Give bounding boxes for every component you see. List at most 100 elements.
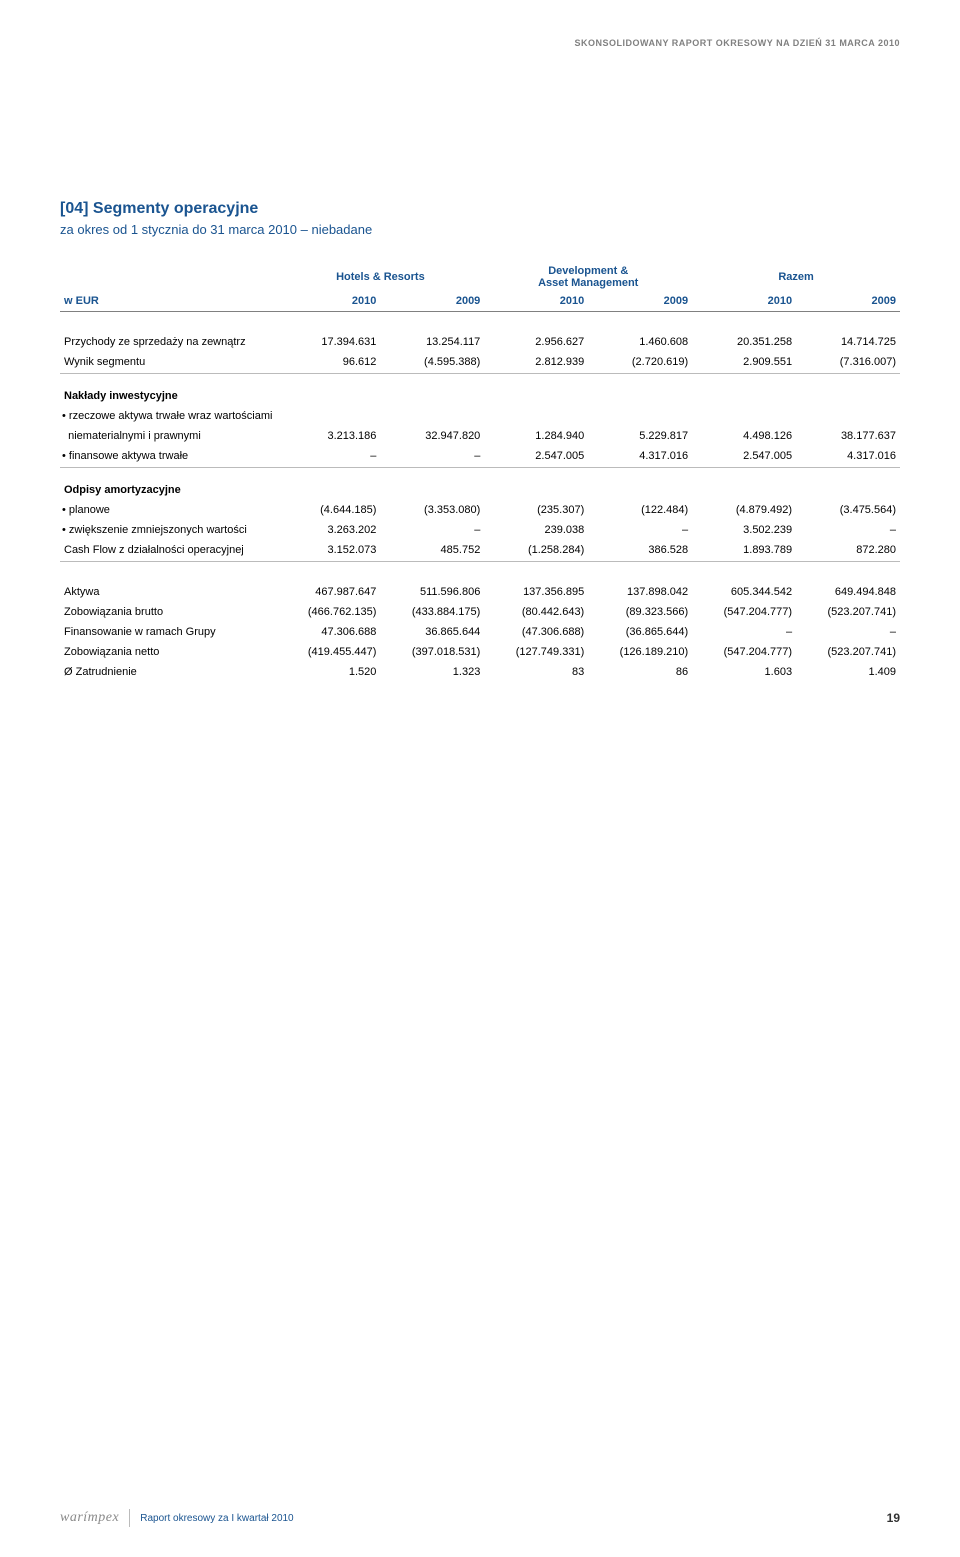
cell: 4.317.016 <box>588 446 692 468</box>
section-title: Segmenty operacyjne <box>93 200 258 217</box>
cell: 239.038 <box>484 520 588 540</box>
year-col: 2009 <box>588 291 692 312</box>
cell: 20.351.258 <box>692 332 796 352</box>
cell: – <box>796 622 900 642</box>
cell: 2.909.551 <box>692 352 796 374</box>
cell: 2.547.005 <box>692 446 796 468</box>
section-label: Nakłady inwestycyjne <box>60 374 900 407</box>
section-label: Odpisy amortyzacyjne <box>60 468 900 501</box>
cell: 3.152.073 <box>276 540 380 562</box>
cell: (80.442.643) <box>484 602 588 622</box>
cell: (523.207.741) <box>796 602 900 622</box>
cell: (4.879.492) <box>692 500 796 520</box>
cell: (4.644.185) <box>276 500 380 520</box>
cell: 3.263.202 <box>276 520 380 540</box>
cell: (47.306.688) <box>484 622 588 642</box>
cell: 5.229.817 <box>588 426 692 446</box>
cell: 1.603 <box>692 662 796 682</box>
cell: 2.812.939 <box>484 352 588 374</box>
row-label: Cash Flow z działalności operacyjnej <box>60 540 276 562</box>
cell: (547.204.777) <box>692 602 796 622</box>
cell: (3.353.080) <box>380 500 484 520</box>
year-col: 2010 <box>692 291 796 312</box>
cell: 83 <box>484 662 588 682</box>
row-label: Ø Zatrudnienie <box>60 662 276 682</box>
cell: – <box>796 520 900 540</box>
table-row: • zwiększenie zmniejszonych wartości 3.2… <box>60 520 900 540</box>
cell: (523.207.741) <box>796 642 900 662</box>
cell: – <box>588 520 692 540</box>
table-section: Odpisy amortyzacyjne <box>60 468 900 501</box>
table-row: Ø Zatrudnienie 1.520 1.323 83 86 1.603 1… <box>60 662 900 682</box>
group-header-row: Hotels & Resorts Development & Asset Man… <box>60 261 900 291</box>
row-label: Zobowiązania brutto <box>60 602 276 622</box>
row-label: • finansowe aktywa trwałe <box>60 446 276 468</box>
group-header: Hotels & Resorts <box>276 261 484 291</box>
table-row: • rzeczowe aktywa trwałe wraz wartościam… <box>60 406 900 426</box>
cell: 1.893.789 <box>692 540 796 562</box>
year-col: 2010 <box>276 291 380 312</box>
section-heading: [04] Segmenty operacyjne <box>60 200 900 218</box>
cell: 1.520 <box>276 662 380 682</box>
page-footer: warímpex Raport okresowy za I kwartał 20… <box>60 1509 900 1527</box>
cell: 3.213.186 <box>276 426 380 446</box>
table-row: niematerialnymi i prawnymi 3.213.186 32.… <box>60 426 900 446</box>
cell: 14.714.725 <box>796 332 900 352</box>
cell: 4.498.126 <box>692 426 796 446</box>
cell: (36.865.644) <box>588 622 692 642</box>
group-header: Development & Asset Management <box>484 261 692 291</box>
cell: 872.280 <box>796 540 900 562</box>
row-label: • rzeczowe aktywa trwałe wraz wartościam… <box>60 406 276 426</box>
cell: (466.762.135) <box>276 602 380 622</box>
row-label: Wynik segmentu <box>60 352 276 374</box>
table-row: • planowe (4.644.185) (3.353.080) (235.3… <box>60 500 900 520</box>
cell: 511.596.806 <box>380 582 484 602</box>
year-col: 2009 <box>796 291 900 312</box>
cell: (89.323.566) <box>588 602 692 622</box>
cell: 4.317.016 <box>796 446 900 468</box>
cell: (2.720.619) <box>588 352 692 374</box>
cell: 1.409 <box>796 662 900 682</box>
row-label: • zwiększenie zmniejszonych wartości <box>60 520 276 540</box>
cell: 3.502.239 <box>692 520 796 540</box>
cell: (7.316.007) <box>796 352 900 374</box>
cell: 467.987.647 <box>276 582 380 602</box>
cell: 32.947.820 <box>380 426 484 446</box>
table-row: Zobowiązania brutto (466.762.135) (433.8… <box>60 602 900 622</box>
page-number: 19 <box>887 1511 900 1525</box>
table-row: Wynik segmentu 96.612 (4.595.388) 2.812.… <box>60 352 900 374</box>
cell: 96.612 <box>276 352 380 374</box>
cell: 605.344.542 <box>692 582 796 602</box>
section-subtitle: za okres od 1 stycznia do 31 marca 2010 … <box>60 222 900 237</box>
cell: (126.189.210) <box>588 642 692 662</box>
cell: (127.749.331) <box>484 642 588 662</box>
cell: (397.018.531) <box>380 642 484 662</box>
table-row: Przychody ze sprzedaży na zewnątrz 17.39… <box>60 332 900 352</box>
cell: – <box>276 446 380 468</box>
cell: 1.323 <box>380 662 484 682</box>
year-header-row: w EUR 2010 2009 2010 2009 2010 2009 <box>60 291 900 312</box>
brand-logo: warímpex <box>60 1510 119 1526</box>
section-code: [04] <box>60 200 88 217</box>
cell: – <box>380 520 484 540</box>
table-row: • finansowe aktywa trwałe – – 2.547.005 … <box>60 446 900 468</box>
cell: (4.595.388) <box>380 352 484 374</box>
footer-separator <box>129 1509 130 1527</box>
table-section: Nakłady inwestycyjne <box>60 374 900 407</box>
page-header: SKONSOLIDOWANY RAPORT OKRESOWY NA DZIEŃ … <box>574 38 900 48</box>
row-label: Zobowiązania netto <box>60 642 276 662</box>
footer-left: warímpex Raport okresowy za I kwartał 20… <box>60 1509 294 1527</box>
cell: (122.484) <box>588 500 692 520</box>
cell: 649.494.848 <box>796 582 900 602</box>
cell: 38.177.637 <box>796 426 900 446</box>
footer-doc-title: Raport okresowy za I kwartał 2010 <box>140 1513 293 1524</box>
table-row: Aktywa 467.987.647 511.596.806 137.356.8… <box>60 582 900 602</box>
cell: (433.884.175) <box>380 602 484 622</box>
cell: (419.455.447) <box>276 642 380 662</box>
cell: 47.306.688 <box>276 622 380 642</box>
cell: 2.956.627 <box>484 332 588 352</box>
row-label: Aktywa <box>60 582 276 602</box>
cell: – <box>380 446 484 468</box>
table-row: Cash Flow z działalności operacyjnej 3.1… <box>60 540 900 562</box>
cell: 86 <box>588 662 692 682</box>
